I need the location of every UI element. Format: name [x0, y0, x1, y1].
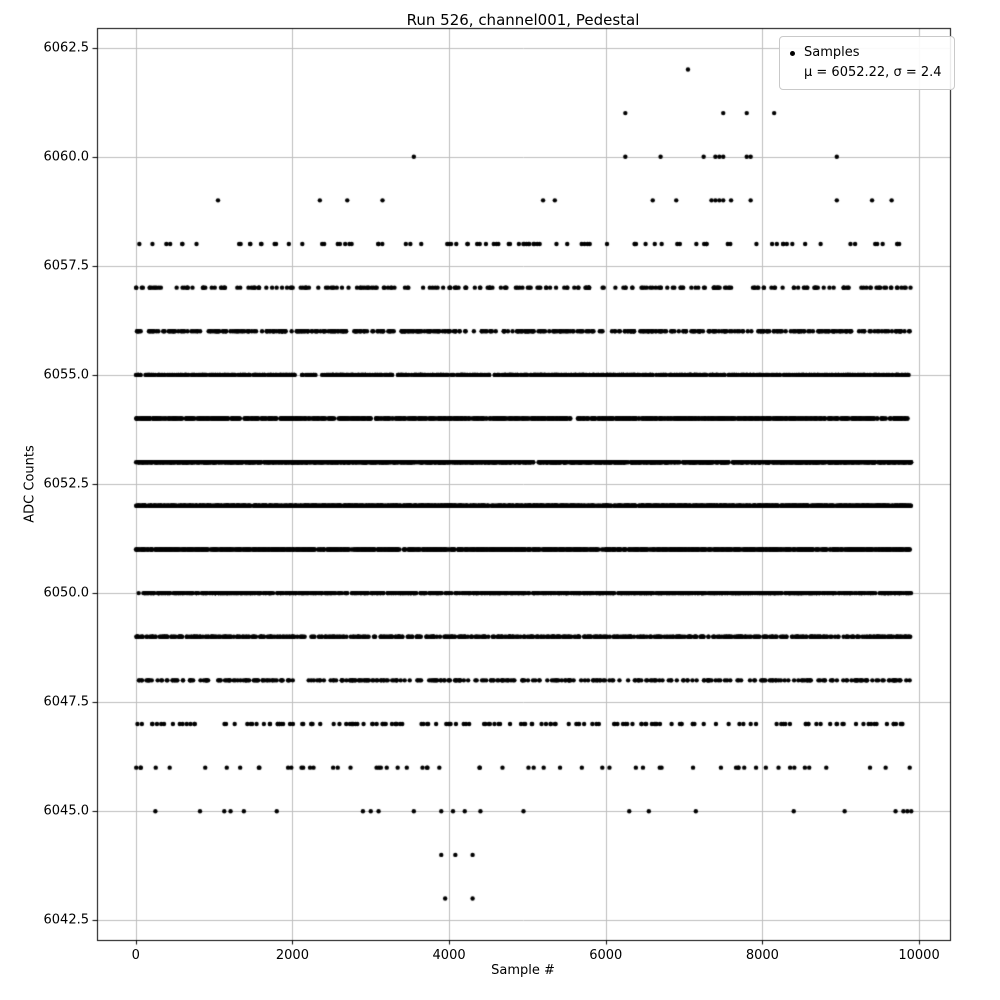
y-tick-label: 6060.0: [43, 149, 90, 165]
y-tick-label: 6052.5: [43, 476, 90, 492]
y-axis-label: ADC Counts: [22, 445, 38, 523]
x-tick-label: 0: [131, 948, 140, 963]
chart-title: Run 526, channel001, Pedestal: [406, 11, 640, 29]
y-tick-label: 6055.0: [43, 367, 90, 383]
sample-marker-icon: [790, 50, 795, 56]
x-tick-label: 6000: [589, 948, 623, 963]
y-tick-label: 6050.0: [43, 585, 90, 601]
legend-entry-stats: μ = 6052.22, σ = 2.4: [790, 63, 942, 83]
y-tick-label: 6057.5: [43, 258, 90, 274]
y-tick-label: 6047.5: [43, 694, 90, 710]
x-axis-label: Sample #: [491, 963, 555, 978]
legend: Samples μ = 6052.22, σ = 2.4: [779, 36, 955, 91]
y-tick-label: 6042.5: [43, 912, 90, 928]
legend-entry-samples: Samples: [790, 43, 942, 63]
y-tick-label: 6062.5: [43, 40, 90, 56]
x-tick-label: 10000: [898, 948, 940, 963]
y-tick-label: 6045.0: [43, 803, 90, 819]
legend-label-samples: Samples: [804, 45, 860, 60]
legend-label-stats: μ = 6052.22, σ = 2.4: [804, 65, 942, 81]
x-tick-label: 4000: [432, 948, 466, 963]
x-tick-label: 2000: [275, 948, 309, 963]
x-tick-label: 8000: [745, 948, 779, 963]
